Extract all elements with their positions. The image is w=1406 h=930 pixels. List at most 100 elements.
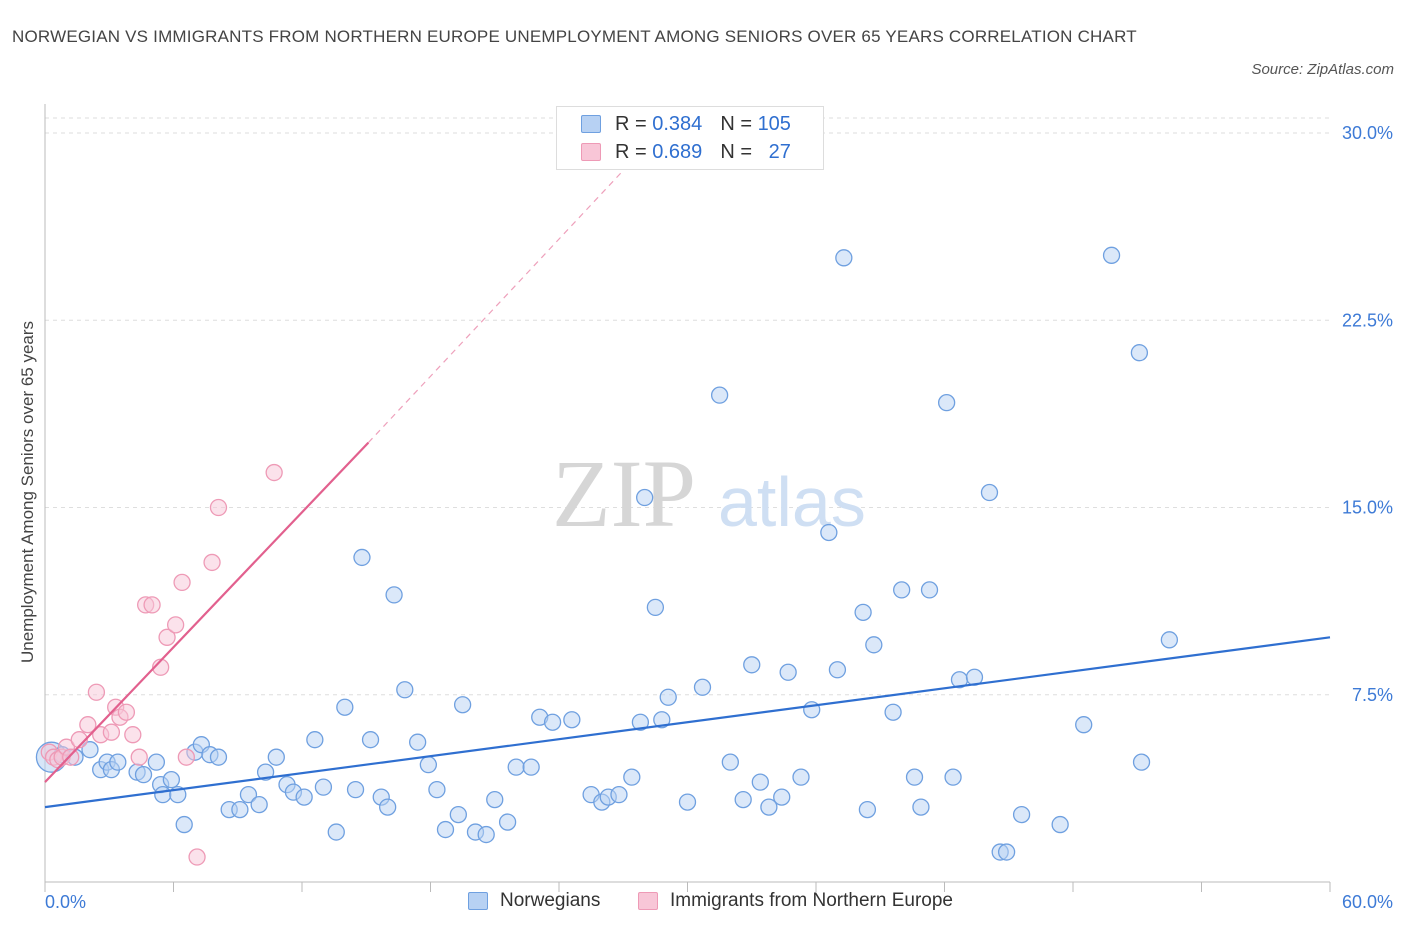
- point-norwegians: [353, 548, 371, 567]
- point-norwegians: [1102, 246, 1121, 264]
- point-norwegians: [610, 785, 628, 804]
- legend-n-label: N =: [720, 112, 752, 135]
- legend-row-norwegians: R = 0.384 N = 105: [581, 112, 791, 136]
- point-norwegians: [162, 770, 181, 789]
- point-norwegians: [361, 731, 380, 749]
- point-norwegians: [893, 581, 911, 599]
- trend-line-immigrants-extension: [367, 170, 624, 443]
- point-immigrants: [188, 848, 206, 866]
- point-norwegians: [792, 768, 810, 786]
- chart-title: NORWEGIAN VS IMMIGRANTS FROM NORTHERN EU…: [12, 27, 1137, 46]
- legend-swatch-blue: [468, 892, 488, 910]
- point-norwegians: [522, 758, 540, 776]
- y-tick-label: 15.0%: [1342, 498, 1393, 518]
- point-norwegians: [267, 748, 285, 766]
- point-norwegians: [507, 758, 525, 776]
- legend-row-immigrants: R = 0.689 N = 27: [581, 140, 791, 164]
- point-norwegians: [912, 798, 930, 816]
- point-norwegians: [653, 711, 671, 729]
- point-norwegians: [154, 785, 172, 804]
- point-norwegians: [449, 805, 467, 824]
- point-norwegians: [327, 823, 345, 841]
- point-norwegians: [884, 703, 902, 721]
- point-norwegians: [905, 768, 924, 786]
- point-immigrants: [62, 748, 80, 766]
- legend-swatch-pink: [581, 143, 601, 161]
- point-immigrants: [124, 726, 142, 744]
- point-norwegians: [1160, 631, 1179, 649]
- x-tick-labels: 0.0% 60.0%: [45, 892, 1393, 912]
- point-norwegians: [147, 753, 166, 771]
- legend-r-label: R =: [615, 112, 647, 135]
- point-norwegians: [693, 678, 712, 696]
- point-immigrants: [265, 463, 283, 482]
- point-norwegians: [231, 800, 249, 819]
- point-norwegians: [980, 483, 999, 502]
- point-norwegians: [743, 656, 761, 674]
- point-norwegians: [623, 768, 641, 786]
- point-norwegians: [636, 488, 654, 507]
- legend-swatch-pink: [638, 892, 658, 910]
- point-norwegians: [498, 813, 517, 831]
- legend-label: Norwegians: [500, 890, 601, 911]
- point-norwegians: [773, 788, 791, 806]
- point-norwegians: [710, 386, 729, 404]
- point-immigrants: [166, 616, 185, 634]
- correlation-legend: R = 0.384 N = 105 R = 0.689 N = 27: [556, 106, 824, 170]
- point-norwegians: [997, 843, 1016, 861]
- point-immigrants: [87, 683, 106, 701]
- point-immigrants: [143, 596, 161, 614]
- legend-n-label: N =: [720, 140, 752, 163]
- point-norwegians: [385, 586, 403, 604]
- point-norwegians: [134, 765, 153, 784]
- point-norwegians: [1051, 815, 1069, 834]
- point-norwegians: [346, 780, 365, 799]
- point-norwegians: [678, 793, 697, 811]
- point-norwegians: [239, 785, 258, 804]
- point-norwegians: [109, 753, 127, 771]
- grid-lines: [45, 117, 1330, 696]
- legend-r-value: 0.384: [652, 112, 703, 135]
- point-norwegians: [453, 696, 472, 714]
- point-norwegians: [858, 800, 877, 819]
- point-immigrants: [203, 553, 221, 572]
- watermark: ZIP atlas: [552, 440, 866, 547]
- point-immigrants: [209, 498, 228, 517]
- point-norwegians: [256, 763, 275, 781]
- y-tick-label: 30.0%: [1342, 123, 1393, 143]
- point-norwegians: [1012, 805, 1031, 824]
- point-immigrants: [102, 723, 121, 741]
- scatter-points: [35, 246, 1179, 866]
- trend-line-immigrants: [44, 441, 370, 783]
- point-norwegians: [920, 581, 939, 599]
- point-norwegians: [396, 681, 414, 699]
- point-norwegians: [1130, 344, 1149, 362]
- point-norwegians: [835, 249, 853, 267]
- point-norwegians: [408, 733, 427, 751]
- point-norwegians: [751, 773, 769, 791]
- point-norwegians: [631, 713, 650, 731]
- y-tick-label: 7.5%: [1352, 685, 1393, 705]
- point-norwegians: [828, 661, 847, 679]
- point-norwegians: [379, 798, 397, 816]
- point-immigrants: [173, 573, 191, 592]
- point-norwegians: [419, 756, 438, 774]
- legend-r-value: 0.689: [652, 140, 703, 163]
- watermark-atlas: atlas: [718, 463, 866, 541]
- point-norwegians: [543, 713, 562, 731]
- x-tick-label: 60.0%: [1342, 892, 1393, 912]
- legend-swatch-blue: [581, 115, 601, 133]
- point-norwegians: [659, 688, 677, 706]
- point-norwegians: [428, 780, 446, 799]
- point-norwegians: [854, 603, 872, 622]
- point-norwegians: [306, 731, 324, 749]
- point-norwegians: [486, 790, 504, 809]
- point-norwegians: [81, 741, 99, 759]
- point-norwegians: [1132, 753, 1151, 771]
- point-immigrants: [117, 703, 136, 721]
- trend-lines: [44, 170, 1331, 809]
- legend-r-label: R =: [615, 140, 647, 163]
- point-norwegians: [295, 788, 313, 806]
- point-norwegians: [937, 393, 956, 412]
